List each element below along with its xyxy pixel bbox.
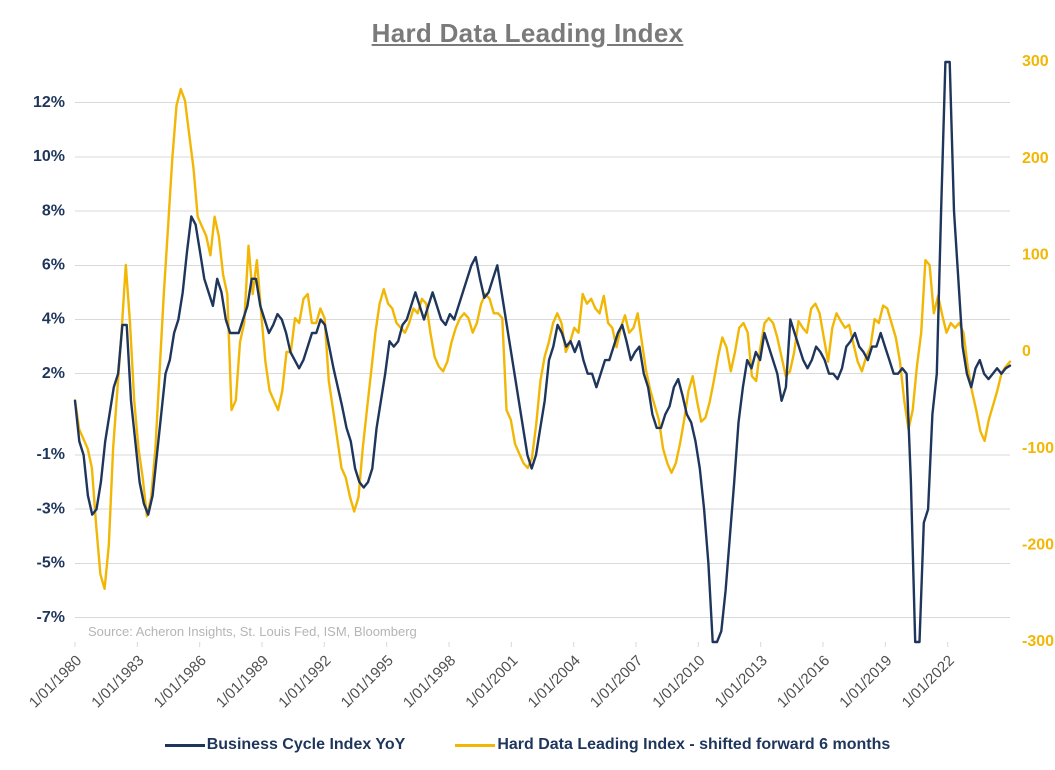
legend-label: Hard Data Leading Index - shifted forwar… [497,736,890,754]
svg-text:8%: 8% [42,202,65,219]
legend-item-business-cycle: Business Cycle Index YoY [165,736,406,754]
chart-plot-area: -7% -5% -3% -1% 2% 4% 6% 8% 10% 12% -300 -200 -100 0 1… [0,0,1055,770]
svg-text:4%: 4% [42,311,65,328]
svg-text:1/01/1980: 1/01/1980 [26,652,85,711]
svg-text:200: 200 [1022,150,1049,167]
svg-text:1/01/2019: 1/01/2019 [836,652,895,711]
svg-text:1/01/2022: 1/01/2022 [899,652,958,711]
svg-text:-7%: -7% [37,609,65,626]
svg-text:-1%: -1% [37,446,65,463]
svg-text:1/01/1989: 1/01/1989 [213,652,272,711]
svg-text:10%: 10% [33,148,65,165]
svg-text:-200: -200 [1022,537,1054,554]
svg-text:-5%: -5% [37,555,65,572]
svg-text:1/01/1992: 1/01/1992 [275,652,334,711]
legend-swatch [165,744,205,747]
svg-text:1/01/2013: 1/01/2013 [712,652,771,711]
legend-label: Business Cycle Index YoY [207,736,406,754]
svg-text:6%: 6% [42,256,65,273]
svg-text:300: 300 [1022,53,1049,70]
svg-text:-3%: -3% [37,500,65,517]
svg-text:1/01/1986: 1/01/1986 [151,652,210,711]
svg-text:1/01/2004: 1/01/2004 [525,652,584,711]
chart-legend: Business Cycle Index YoY Hard Data Leadi… [0,736,1055,754]
legend-swatch [455,744,495,747]
svg-text:12%: 12% [33,94,65,111]
svg-text:1/01/2001: 1/01/2001 [462,652,521,711]
svg-text:1/01/2016: 1/01/2016 [774,652,833,711]
svg-text:100: 100 [1022,247,1049,264]
svg-text:-300: -300 [1022,633,1054,650]
svg-text:0: 0 [1022,343,1031,360]
svg-text:1/01/1983: 1/01/1983 [88,652,147,711]
svg-text:1/01/1998: 1/01/1998 [400,652,459,711]
svg-text:-100: -100 [1022,440,1054,457]
source-attribution: Source: Acheron Insights, St. Louis Fed,… [88,624,417,639]
legend-item-hard-data: Hard Data Leading Index - shifted forwar… [455,736,890,754]
svg-text:1/01/2010: 1/01/2010 [649,652,708,711]
svg-text:1/01/2007: 1/01/2007 [587,652,646,711]
svg-text:2%: 2% [42,365,65,382]
svg-text:1/01/1995: 1/01/1995 [338,652,397,711]
